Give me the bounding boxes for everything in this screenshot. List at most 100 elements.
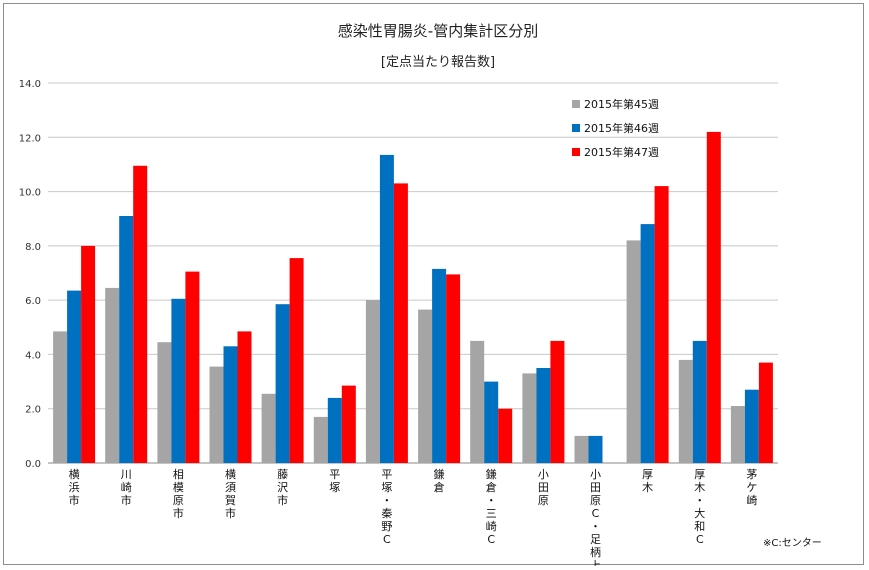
bar (522, 373, 537, 463)
category-char: 倉 (434, 480, 445, 494)
category-char: 市 (225, 506, 236, 520)
category-char: 木 (694, 481, 705, 494)
bar (498, 408, 513, 463)
bar (626, 240, 641, 463)
category-char: C (487, 533, 495, 546)
category-char: 茅 (746, 468, 757, 481)
category-char: 三 (486, 507, 497, 520)
category-char: 市 (121, 493, 132, 507)
category-char: 和 (694, 520, 705, 533)
category-char: 平 (381, 468, 392, 481)
legend: 2015年第45週 2015年第46週 2015年第47週 (572, 97, 659, 159)
category-char: 鎌 (486, 467, 497, 481)
category-label: 厚木 (642, 468, 653, 494)
category-char: 藤 (277, 468, 288, 481)
category-char: C (696, 533, 704, 546)
y-tick-label: 10.0 (19, 188, 41, 199)
category-char: 田 (590, 481, 601, 494)
bar (237, 331, 252, 463)
bar (678, 359, 693, 463)
bar (574, 435, 589, 463)
chart-frame: 感染性胃腸炎-管内集計区分別 [定点当たり報告数] 0.0 2.0 4.0 6.0 8.… (3, 3, 864, 566)
bar (341, 385, 356, 463)
category-char: 沢 (277, 480, 288, 494)
category-char: 川 (121, 468, 132, 481)
category-char: 鎌 (434, 467, 445, 481)
category-label: 平塚 (329, 468, 340, 494)
category-char: 野 (381, 520, 392, 533)
bar (365, 300, 380, 463)
bar (81, 245, 96, 463)
chart-title: 感染性胃腸炎-管内集計区分別 (338, 22, 538, 40)
y-tick-label: 12.0 (19, 133, 41, 144)
bar (640, 224, 655, 463)
category-char: 原 (590, 494, 601, 507)
category-char: 小 (590, 468, 601, 481)
bar-layer (53, 131, 773, 464)
bar (758, 362, 773, 463)
bar (744, 389, 759, 463)
category-char: 横 (69, 467, 80, 481)
category-char: 崎 (121, 480, 132, 494)
bar (313, 416, 328, 463)
category-char: 田 (538, 481, 549, 494)
category-label: 鎌倉・三崎C (486, 467, 497, 546)
category-char: 模 (173, 481, 184, 494)
bar (261, 393, 276, 463)
category-label: 横浜市 (69, 467, 80, 507)
bar (446, 274, 461, 463)
category-label: 小田原 (538, 468, 549, 507)
category-label: 茅ケ崎 (746, 468, 757, 507)
bar (157, 342, 172, 463)
category-char: 足 (590, 533, 601, 546)
category-char: 秦 (381, 506, 392, 520)
bar (275, 304, 290, 463)
legend-swatch (572, 100, 580, 108)
bar (730, 406, 745, 463)
bar (470, 340, 485, 463)
legend-swatch (572, 124, 580, 132)
y-tick-label: 8.0 (25, 242, 41, 253)
bar (105, 287, 120, 463)
category-char: C (383, 533, 391, 546)
bar (379, 154, 394, 463)
category-label: 鎌倉 (434, 467, 445, 494)
bar (654, 186, 669, 463)
category-char: 小 (538, 468, 549, 481)
chart-subtitle: [定点当たり報告数] (381, 55, 495, 70)
category-char: 厚 (642, 468, 653, 481)
bar (223, 346, 238, 463)
y-tick-label: 0.0 (25, 459, 41, 470)
category-label: 平塚・秦野C (381, 468, 392, 546)
category-char: 市 (277, 493, 288, 507)
bar (67, 290, 82, 463)
category-char: 大 (694, 506, 705, 520)
bar (119, 216, 134, 463)
category-label: 厚木・大和C (694, 468, 705, 546)
category-char: ケ (746, 481, 757, 494)
bar (418, 309, 433, 463)
category-char: 柄 (590, 546, 601, 559)
bar (536, 368, 551, 463)
category-char: ・ (590, 520, 601, 533)
bar (588, 435, 603, 463)
footnote: ※C:センター (763, 537, 822, 549)
category-char: 須 (225, 481, 236, 494)
category-labels: 横浜市川崎市相模原市横須賀市藤沢市平塚平塚・秦野C鎌倉鎌倉・三崎C小田原小田原C… (69, 467, 758, 566)
category-char: 上 (590, 559, 601, 566)
category-label: 藤沢市 (277, 468, 288, 507)
legend-swatch (572, 148, 580, 156)
bar (393, 183, 408, 463)
y-tick-labels: 0.0 2.0 4.0 6.0 8.0 10.0 12.0 14.0 (19, 79, 41, 470)
category-char: 浜 (69, 481, 80, 494)
category-char: 崎 (746, 493, 757, 507)
bar (692, 340, 707, 463)
category-char: 塚 (329, 481, 340, 494)
category-char: 市 (173, 506, 184, 520)
y-tick-label: 4.0 (25, 350, 41, 361)
category-char: 平 (329, 468, 340, 481)
category-char: ・ (694, 494, 705, 507)
